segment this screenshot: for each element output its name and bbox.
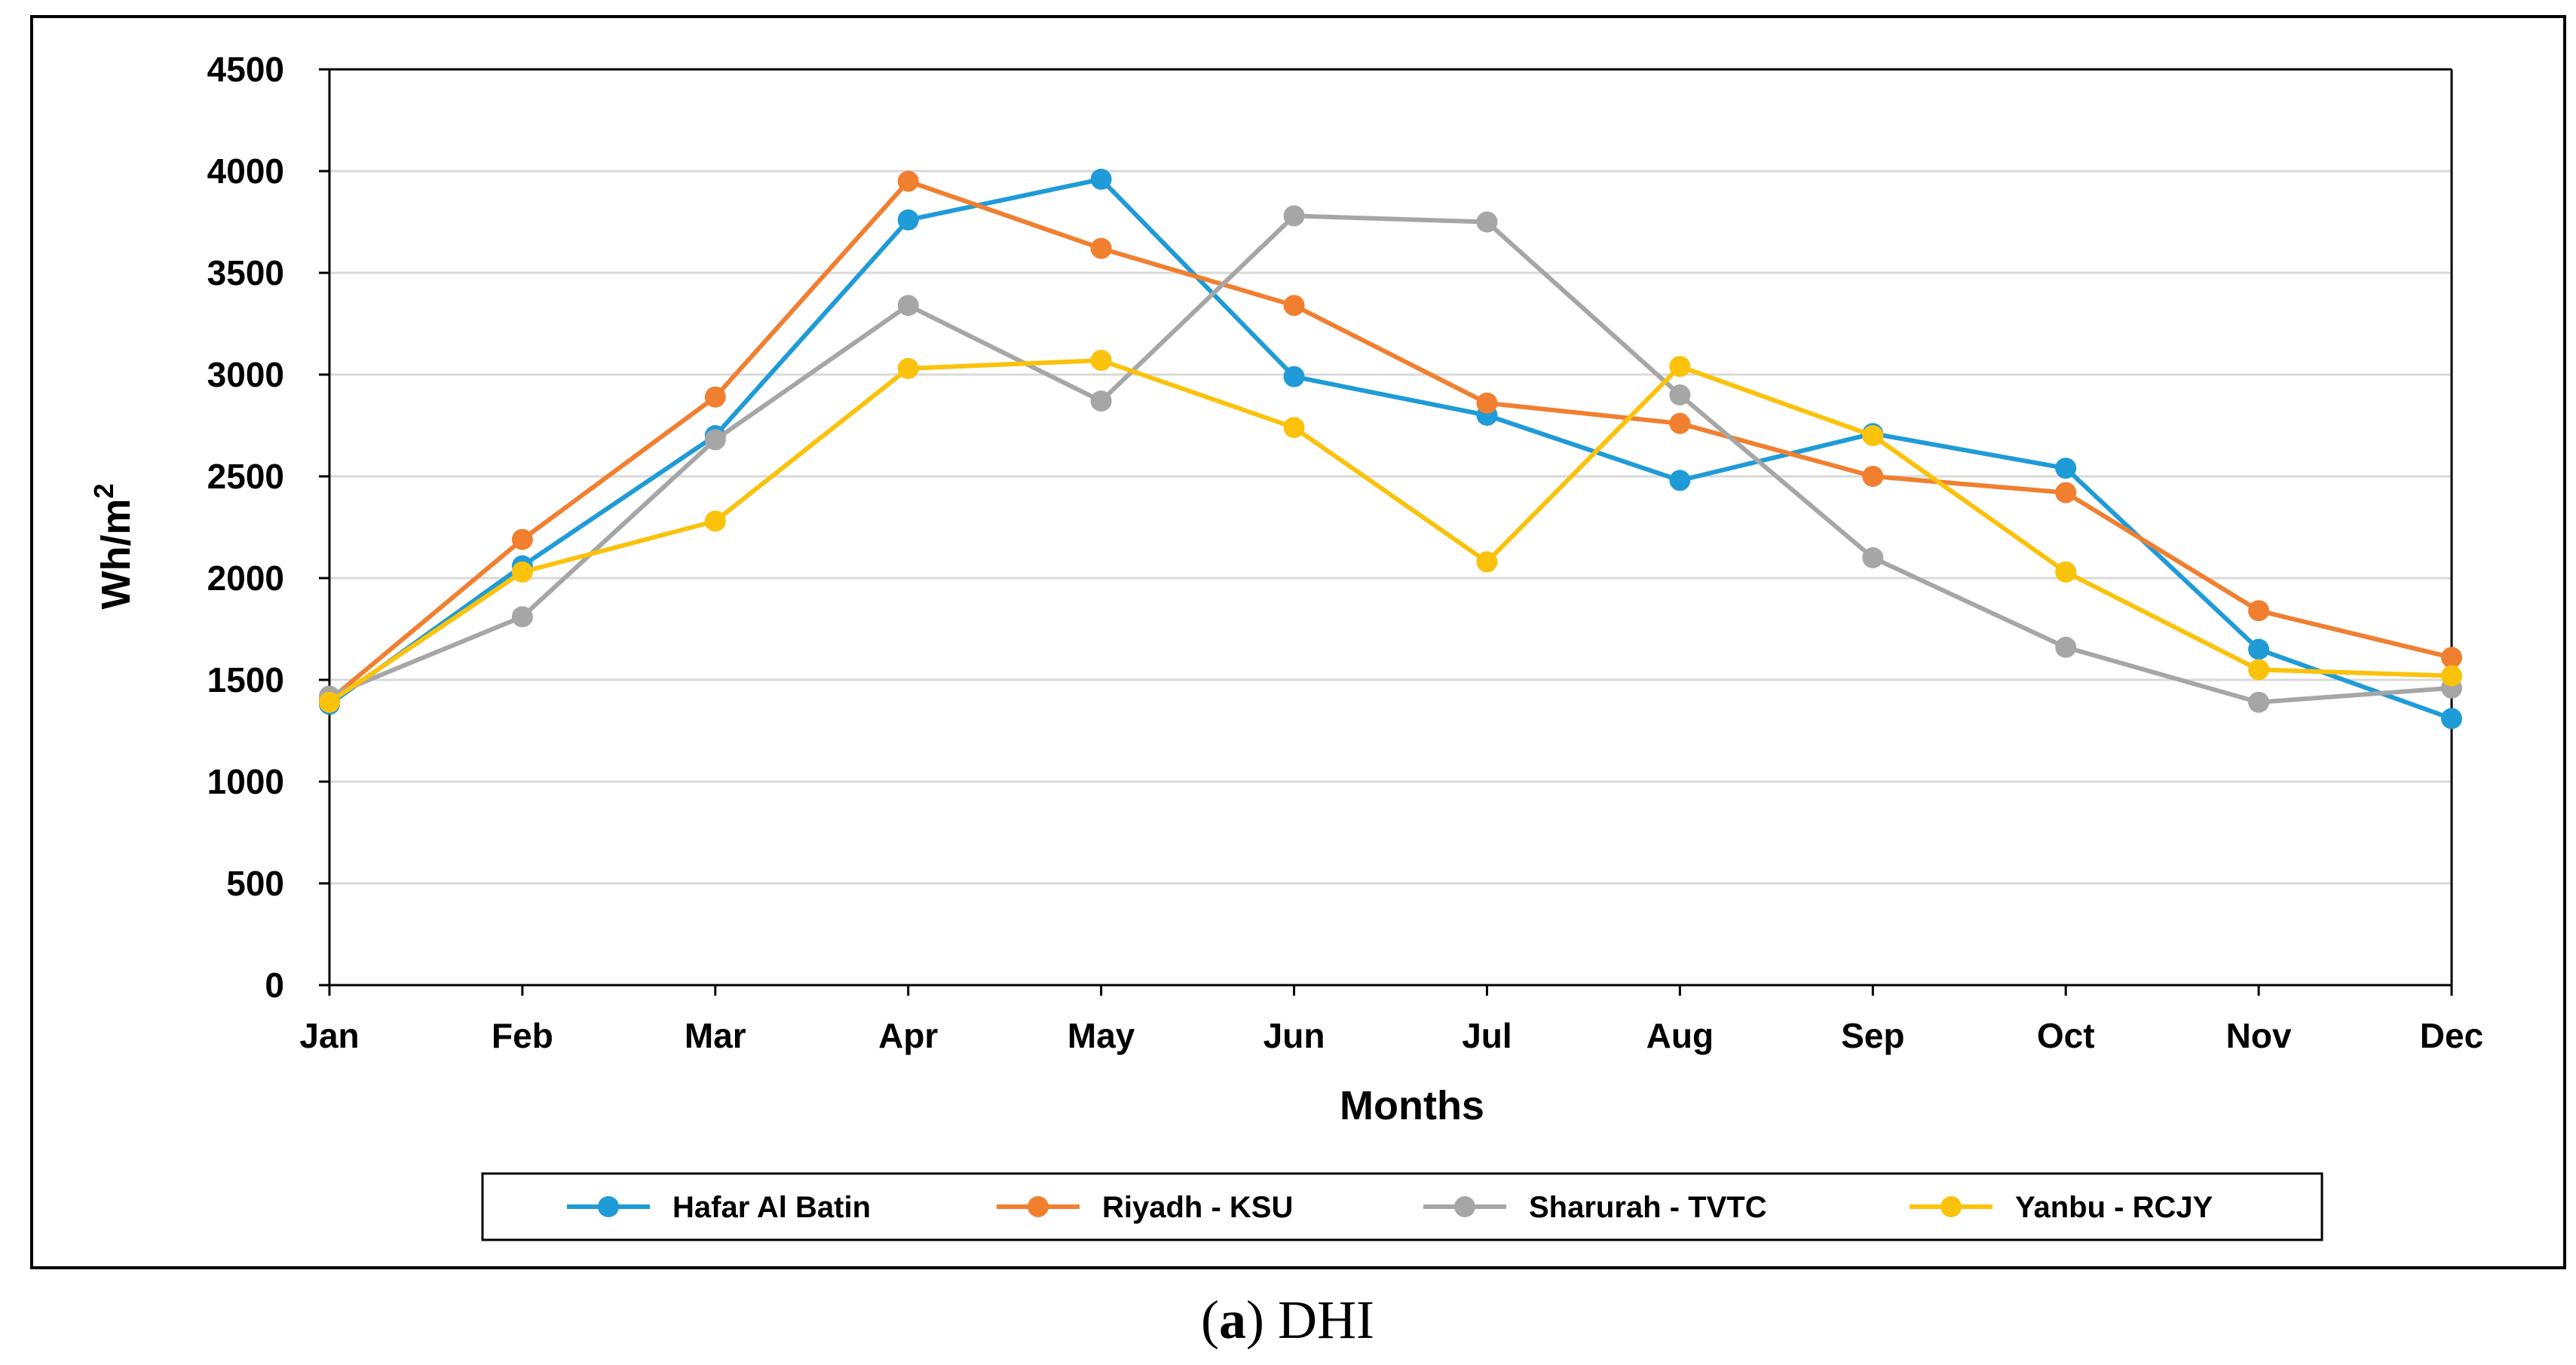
- legend-marker-hafar-al-batin: [598, 1196, 619, 1217]
- caption-label: a: [1219, 1290, 1246, 1350]
- y-axis-title-base: Wh/m: [93, 499, 139, 610]
- data-point-hafar-al-batin-Apr: [897, 209, 919, 231]
- x-tick-label-Jan: Jan: [299, 1016, 359, 1055]
- data-point-yanbu-rcjy-Jun: [1283, 417, 1305, 439]
- x-tick-label-Sep: Sep: [1841, 1016, 1904, 1055]
- legend-item-hafar-al-batin: Hafar Al Batin: [567, 1191, 871, 1224]
- legend-label-hafar-al-batin: Hafar Al Batin: [672, 1191, 871, 1224]
- data-point-hafar-al-batin-Nov: [2248, 638, 2270, 660]
- data-point-yanbu-rcjy-Jan: [319, 691, 340, 713]
- y-tick-label-0: 0: [265, 966, 284, 1005]
- series-group: [319, 168, 2462, 730]
- x-tick-label-Mar: Mar: [685, 1016, 746, 1055]
- x-tick-label-Dec: Dec: [2420, 1016, 2483, 1055]
- y-tick-label-3500: 3500: [207, 253, 284, 292]
- data-point-sharurah-tvtc-Sep: [1862, 547, 1884, 568]
- caption-open-paren: (: [1201, 1290, 1219, 1350]
- series-line-sharurah-tvtc: [328, 213, 2452, 705]
- caption-text: DHI: [1264, 1290, 1374, 1350]
- series-line-yanbu-rcjy: [328, 358, 2452, 705]
- y-axis-title: Wh/m2: [88, 483, 139, 609]
- data-point-riyadh-ksu-Sep: [1862, 466, 1884, 487]
- data-point-riyadh-ksu-Jun: [1283, 295, 1305, 317]
- data-point-sharurah-tvtc-Feb: [511, 606, 533, 628]
- data-point-riyadh-ksu-Oct: [2055, 482, 2077, 503]
- data-point-yanbu-rcjy-Mar: [704, 510, 726, 532]
- x-axis-title: Months: [1340, 1083, 1484, 1128]
- data-point-sharurah-tvtc-Jun: [1283, 205, 1305, 227]
- data-point-sharurah-tvtc-Nov: [2248, 691, 2270, 713]
- data-point-sharurah-tvtc-Aug: [1669, 384, 1691, 406]
- legend-label-yanbu-rcjy: Yanbu - RCJY: [2015, 1191, 2213, 1224]
- data-point-riyadh-ksu-Apr: [897, 170, 919, 192]
- x-tick-label-Oct: Oct: [2037, 1016, 2095, 1055]
- x-tick-label-May: May: [1067, 1016, 1135, 1055]
- x-tick-label-Nov: Nov: [2226, 1016, 2292, 1055]
- data-point-hafar-al-batin-Oct: [2055, 458, 2077, 479]
- data-point-yanbu-rcjy-Dec: [2441, 665, 2462, 687]
- y-tick-label-2500: 2500: [207, 457, 284, 496]
- data-point-sharurah-tvtc-Mar: [704, 429, 726, 451]
- caption-close-paren: ): [1246, 1290, 1264, 1350]
- y-tick-label-2000: 2000: [207, 559, 284, 598]
- data-point-riyadh-ksu-May: [1090, 237, 1112, 259]
- y-tick-label-1000: 1000: [207, 762, 284, 801]
- x-tick-label-Feb: Feb: [492, 1016, 553, 1055]
- legend-marker-riyadh-ksu: [1028, 1196, 1049, 1217]
- data-point-yanbu-rcjy-Nov: [2248, 659, 2270, 681]
- legend-marker-yanbu-rcjy: [1940, 1196, 1962, 1217]
- legend-item-riyadh-ksu: Riyadh - KSU: [997, 1191, 1293, 1224]
- y-axis-title-superscript: 2: [88, 483, 119, 498]
- legend-label-sharurah-tvtc: Sharurah - TVTC: [1529, 1191, 1767, 1224]
- x-tick-label-Jun: Jun: [1263, 1016, 1325, 1055]
- y-tick-label-4000: 4000: [207, 151, 284, 191]
- y-tick-label-3000: 3000: [207, 355, 284, 394]
- data-point-hafar-al-batin-Dec: [2441, 708, 2462, 730]
- data-point-riyadh-ksu-Jul: [1476, 392, 1498, 414]
- data-point-hafar-al-batin-May: [1090, 168, 1112, 190]
- chart-frame: [30, 15, 2566, 1269]
- legend: Hafar Al Batin Riyadh - KSU Sharurah - TVT…: [567, 1191, 2213, 1224]
- x-tick-labels: Jan Feb Mar Apr May Jun Jul Aug Sep Oct Nov Dec: [299, 1016, 2483, 1055]
- legend-box: [481, 1172, 2323, 1241]
- data-point-hafar-al-batin-Aug: [1669, 470, 1691, 491]
- data-point-yanbu-rcjy-Aug: [1669, 356, 1691, 378]
- data-point-yanbu-rcjy-Apr: [897, 357, 919, 379]
- x-tick-label-Jul: Jul: [1462, 1016, 1512, 1055]
- data-point-riyadh-ksu-Feb: [511, 528, 533, 550]
- y-tick-label-1500: 1500: [207, 660, 284, 699]
- data-point-riyadh-ksu-Aug: [1669, 412, 1691, 434]
- series-line-hafar-al-batin: [328, 176, 2453, 721]
- data-point-sharurah-tvtc-Jul: [1476, 211, 1498, 233]
- y-tick-labels: 0 500 1000 1500 2000 2500 3000 3500 4000 4500: [207, 50, 284, 1005]
- data-point-hafar-al-batin-Jun: [1283, 366, 1305, 387]
- figure-caption: (a) DHI: [1201, 1290, 1374, 1350]
- data-point-sharurah-tvtc-May: [1090, 390, 1112, 412]
- data-point-sharurah-tvtc-Oct: [2055, 636, 2077, 658]
- legend-item-yanbu-rcjy: Yanbu - RCJY: [1910, 1191, 2213, 1224]
- x-tick-label-Aug: Aug: [1646, 1016, 1714, 1055]
- data-point-riyadh-ksu-Nov: [2248, 600, 2270, 622]
- data-point-sharurah-tvtc-Apr: [897, 295, 919, 317]
- x-tick-label-Apr: Apr: [878, 1016, 938, 1055]
- data-point-riyadh-ksu-Mar: [704, 386, 726, 408]
- data-point-yanbu-rcjy-Feb: [511, 561, 533, 583]
- y-tick-label-500: 500: [226, 864, 284, 903]
- data-point-yanbu-rcjy-Sep: [1862, 425, 1884, 446]
- data-point-yanbu-rcjy-Oct: [2055, 561, 2077, 583]
- series-yanbu-rcjy: [319, 350, 2462, 713]
- legend-label-riyadh-ksu: Riyadh - KSU: [1102, 1191, 1293, 1224]
- y-tick-label-4500: 4500: [207, 50, 284, 89]
- data-point-riyadh-ksu-Dec: [2441, 647, 2462, 669]
- data-point-yanbu-rcjy-May: [1090, 350, 1112, 372]
- legend-item-sharurah-tvtc: Sharurah - TVTC: [1423, 1191, 1767, 1224]
- legend-marker-sharurah-tvtc: [1454, 1196, 1475, 1217]
- data-point-yanbu-rcjy-Jul: [1476, 551, 1498, 573]
- series-line-riyadh-ksu: [328, 179, 2452, 702]
- axes: [319, 68, 2453, 996]
